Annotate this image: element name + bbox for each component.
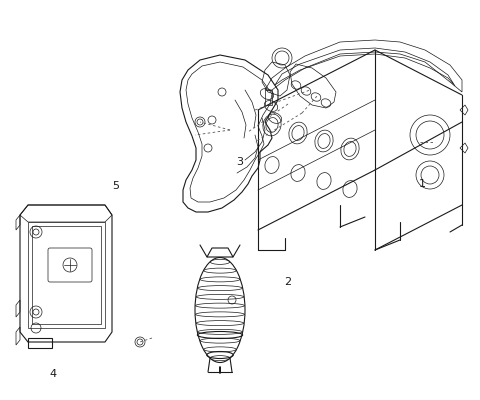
Text: 2: 2: [285, 277, 291, 287]
Text: 1: 1: [419, 179, 426, 189]
Text: 3: 3: [237, 157, 243, 167]
Text: 5: 5: [112, 181, 119, 191]
Text: 4: 4: [49, 369, 56, 379]
